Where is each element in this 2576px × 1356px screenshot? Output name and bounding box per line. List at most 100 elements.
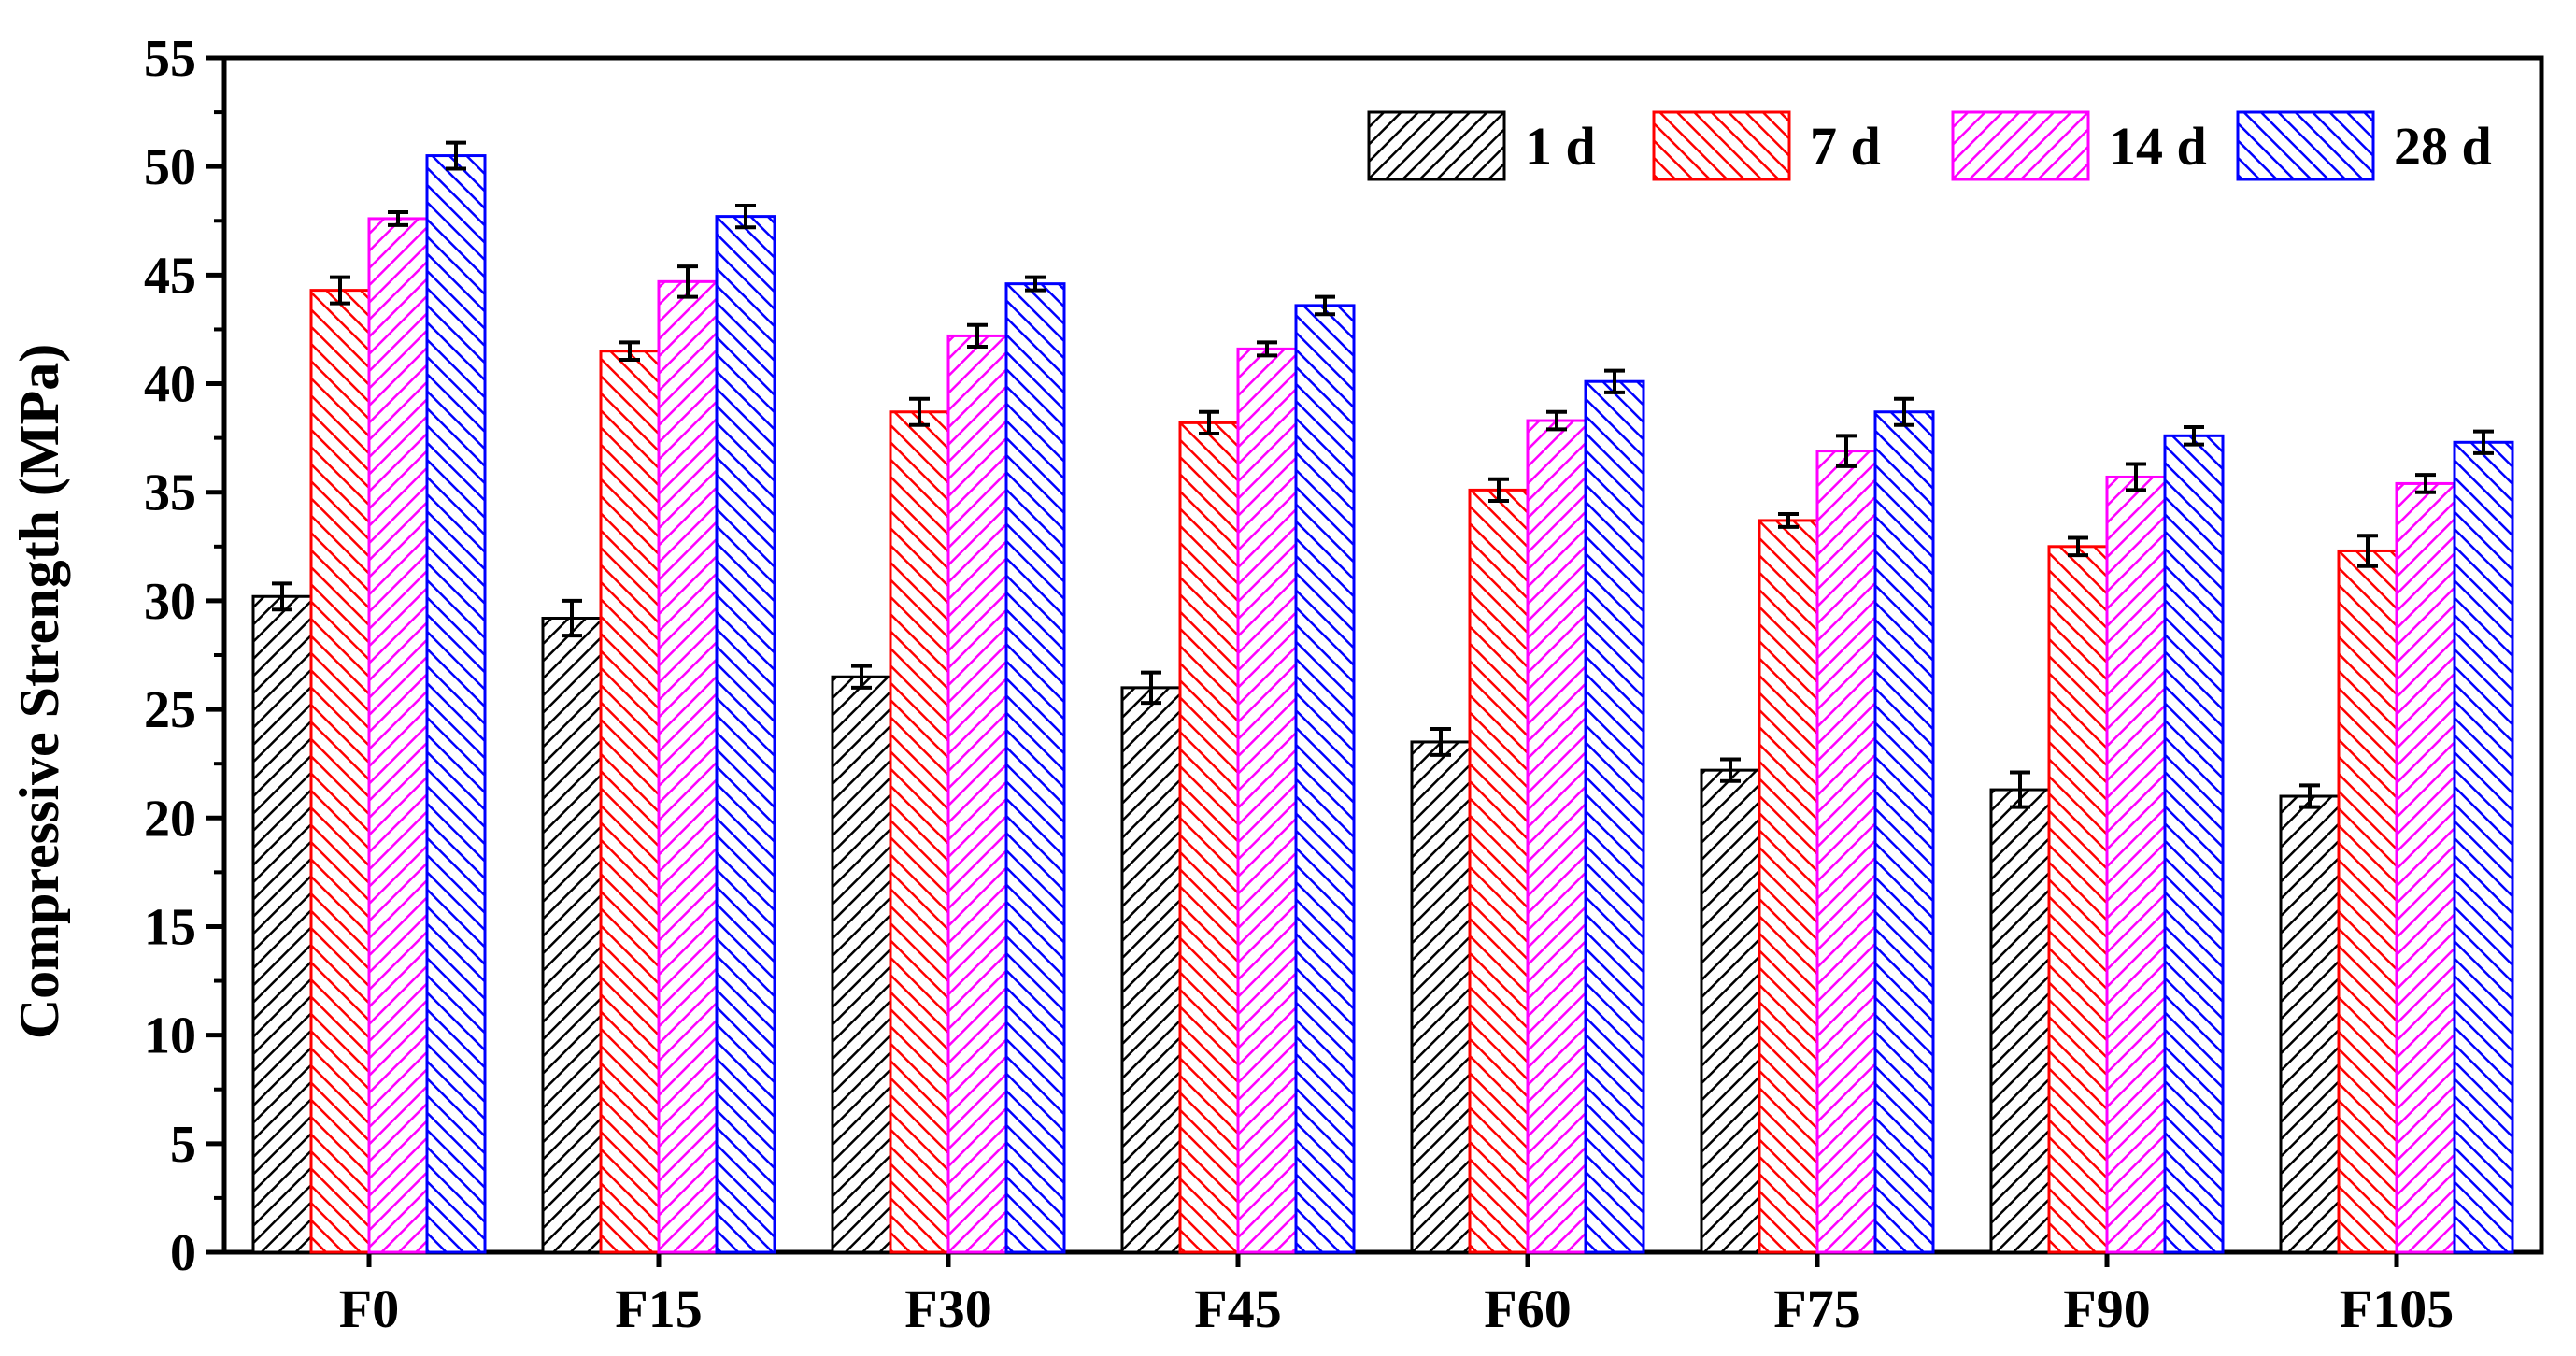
y-tick-label: 55 [144,30,196,88]
error-bar [619,340,640,362]
y-tick-label: 40 [144,356,196,414]
bar-f30-1d [831,675,892,1254]
legend: 1 d 7 d 14 d 28 d [1367,110,2492,181]
error-bar [677,264,698,299]
error-bar [330,275,350,306]
y-tick-label: 0 [170,1224,196,1282]
bar-f75-7d [1758,519,1819,1254]
y-tick-label: 15 [144,898,196,956]
error-bar [1315,294,1335,317]
x-category-label: F90 [2063,1278,2150,1339]
bar-f45-1d [1120,686,1182,1254]
error-bar [2010,770,2030,809]
error-bar [1720,757,1741,783]
bar-f60-14d [1526,419,1587,1254]
bar-f75-28d [1873,410,1935,1254]
legend-swatch [1652,110,1791,181]
x-axis: F0 F15 F30 F45 F60 F75 F90 F105 [339,1252,2454,1339]
error-bar [1257,340,1277,358]
y-tick-label: 20 [144,790,196,848]
error-bar [272,581,292,612]
y-tick-label: 45 [144,247,196,305]
legend-label: 7 d [1810,116,1881,177]
bar-f30-14d [946,334,1008,1254]
bar-f15-28d [715,215,776,1254]
legend-swatch [1367,110,1506,181]
bar-f45-14d [1236,347,1298,1254]
bar-f60-28d [1584,379,1645,1254]
x-category-label: F45 [1194,1278,1281,1339]
x-category-label: F75 [1773,1278,1860,1339]
y-tick-label: 10 [144,1007,196,1065]
error-bar [2184,425,2204,447]
legend-item: 14 d [1951,110,2207,181]
legend-item: 1 d [1367,110,1596,181]
error-bar [562,598,582,638]
error-bar [1546,409,1567,432]
y-axis-title: Compressive Strength (MPa) [8,344,70,1039]
error-bars [272,140,2494,809]
bar-f60-7d [1468,488,1530,1254]
error-bar [1488,477,1509,504]
error-bar [1141,670,1161,706]
bar-f90-7d [2047,545,2109,1254]
bar-f0-28d [425,154,487,1254]
y-tick-label: 35 [144,464,196,522]
error-bar [1604,368,1625,394]
bar-f0-7d [309,289,371,1254]
legend-label: 14 d [2109,116,2207,177]
bar-f105-14d [2395,481,2456,1254]
bar-f75-14d [1815,450,1877,1254]
error-bar [1199,409,1219,435]
legend-swatch [2236,110,2375,181]
bar-f90-1d [1989,788,2051,1254]
error-bar [967,322,988,350]
bar-f0-14d [367,217,429,1254]
bar-f15-1d [541,616,603,1254]
bars [251,154,2514,1254]
y-tick-label: 25 [144,681,196,739]
bar-f105-28d [2453,440,2514,1254]
error-bar [2473,429,2494,455]
legend-label: 28 d [2394,116,2492,177]
error-bar [446,140,466,171]
legend-item: 28 d [2236,110,2492,181]
bar-f105-7d [2337,549,2398,1254]
legend-item: 7 d [1652,110,1881,181]
error-bar [2068,535,2088,558]
error-bar [1894,396,1914,427]
bar-f15-7d [599,350,661,1254]
bar-f45-28d [1294,304,1356,1254]
bar-f0-1d [251,594,313,1254]
error-bar [2415,473,2436,494]
bar-f30-7d [889,410,950,1254]
x-category-label: F105 [2340,1278,2454,1339]
error-bar [1778,511,1799,529]
bar-f30-28d [1004,282,1066,1254]
error-bar [2126,462,2146,492]
bar-f105-1d [2279,794,2341,1254]
error-bar [2299,783,2320,809]
error-bar [909,396,930,427]
legend-swatch [1951,110,2090,181]
error-bar [2357,534,2378,568]
x-category-label: F30 [904,1278,991,1339]
x-category-label: F0 [339,1278,399,1339]
error-bar [1430,727,1451,757]
bar-f90-14d [2105,475,2167,1254]
error-bar [735,204,756,230]
bar-f75-1d [1700,768,1761,1254]
x-category-label: F15 [615,1278,702,1339]
x-category-label: F60 [1484,1278,1571,1339]
error-bar [388,209,408,227]
bar-f45-7d [1178,421,1240,1254]
error-bar [1836,434,1857,468]
y-axis: 0 5 10 15 20 25 30 35 40 45 50 55 [144,30,224,1282]
error-bar [1025,275,1046,293]
y-tick-label: 50 [144,138,196,196]
bar-f90-28d [2163,434,2225,1254]
error-bar [851,664,872,690]
bar-f15-14d [657,279,719,1254]
bar-f60-1d [1410,740,1472,1254]
